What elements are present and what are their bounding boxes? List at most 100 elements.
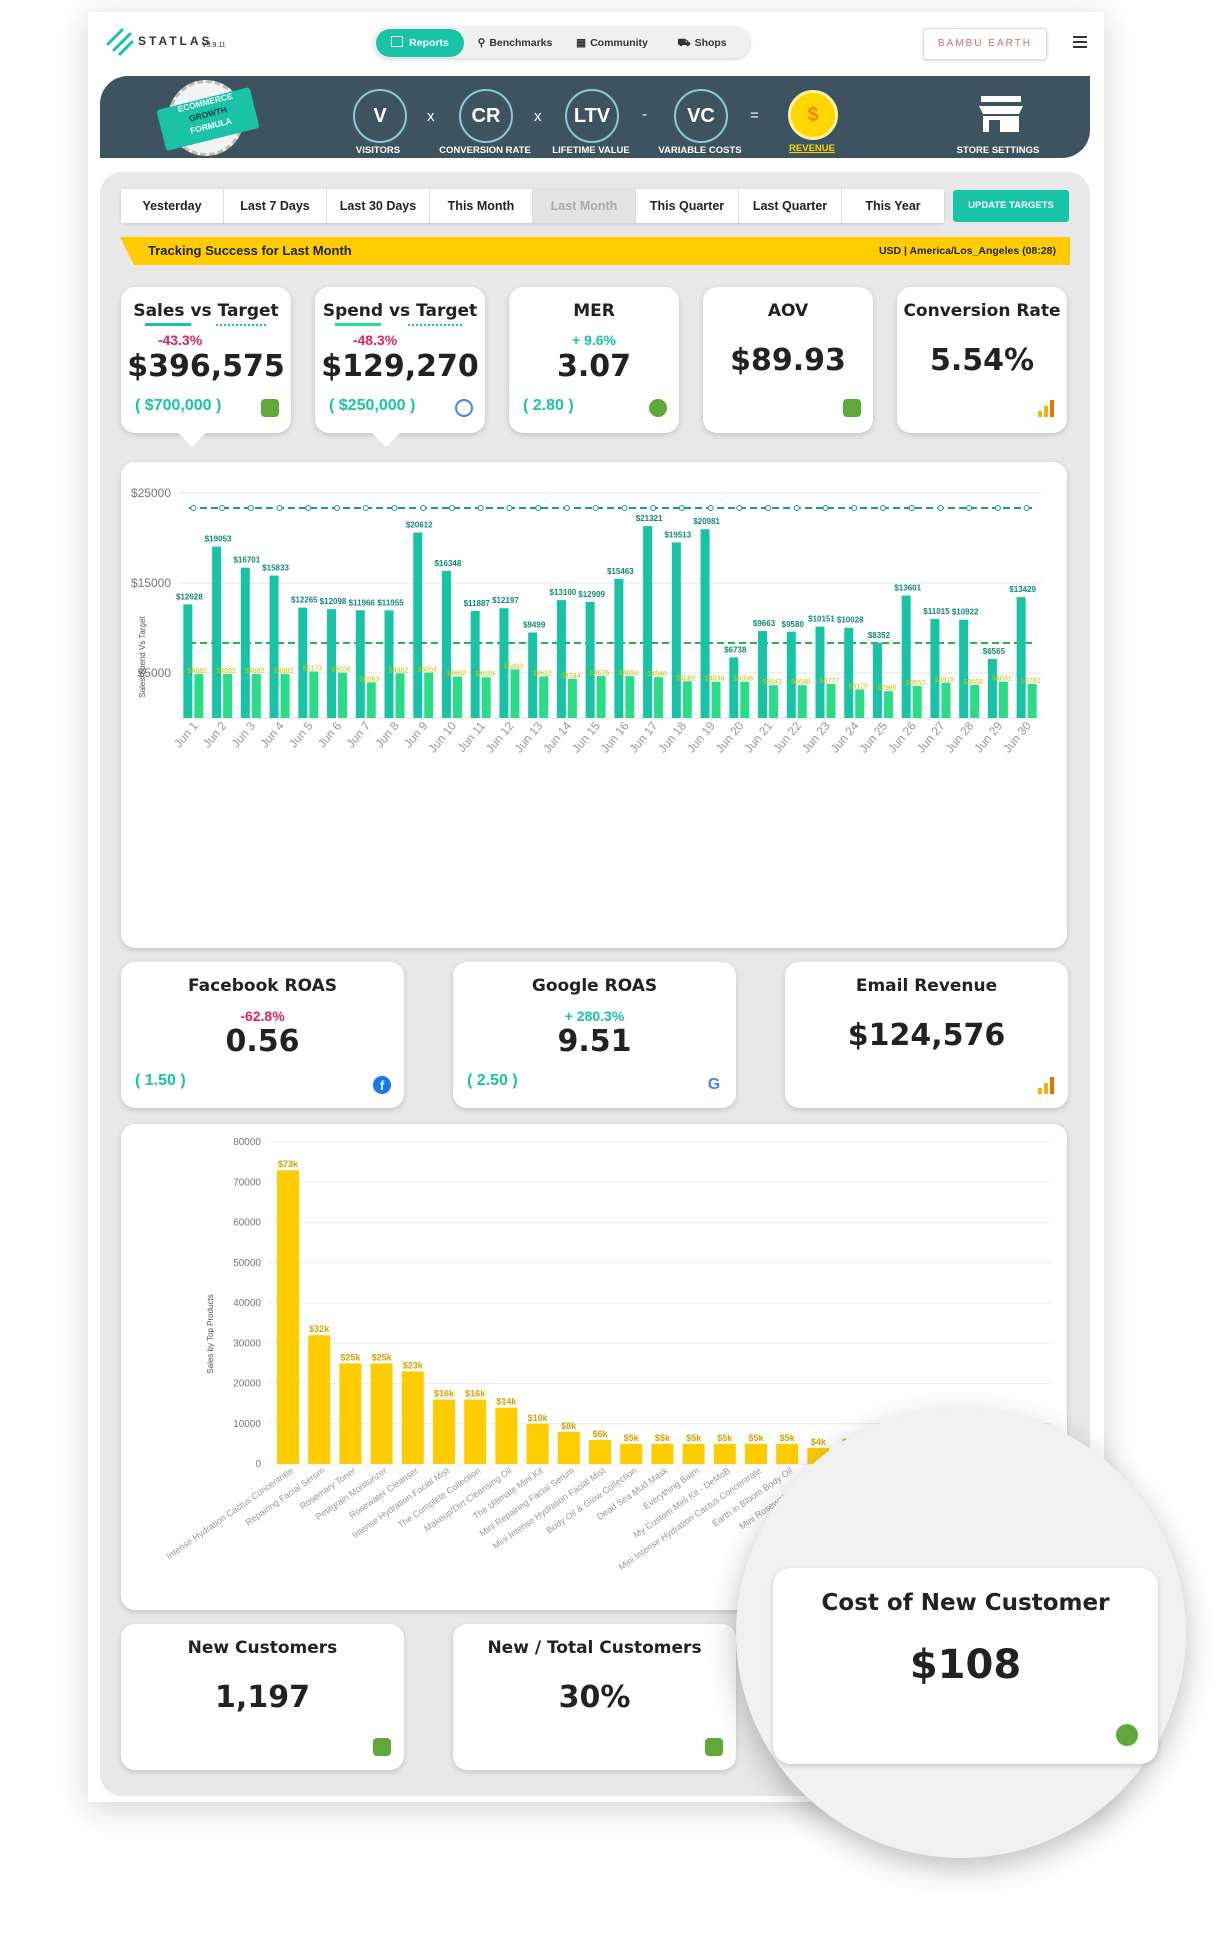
sales-target-point: [592, 505, 599, 512]
kpi-value: $124,576: [847, 1018, 1006, 1053]
spend-bar: [596, 675, 606, 718]
tab-shops[interactable]: ⛟ Shops: [677, 37, 727, 49]
kpi-card-google-roas[interactable]: Google ROAS + 280.3% 9.51 ( 2.50 ) G: [453, 962, 736, 1108]
revenue-coin-icon[interactable]: $: [788, 90, 838, 140]
kpi-change: -48.3%: [352, 332, 398, 348]
spend-bar: [998, 681, 1008, 718]
kpi-card-spend-vs-target[interactable]: Spend vs Target -48.3% $129,270 ( $250,0…: [315, 287, 485, 433]
sales-target-point: [879, 505, 886, 512]
x-tick-label: Jun 16: [598, 719, 632, 756]
conversion-rate-circle[interactable]: CR: [459, 89, 513, 143]
tab-this-year[interactable]: This Year: [842, 189, 944, 223]
tab-last-30-days[interactable]: Last 30 Days: [327, 189, 430, 223]
sales-bar: [413, 532, 423, 718]
spend-bar: [567, 678, 577, 718]
tab-reports[interactable]: Reports: [376, 29, 464, 57]
kpi-value: 9.51: [557, 1024, 632, 1059]
kpi-card-facebook-roas[interactable]: Facebook ROAS -62.8% 0.56 ( 1.50 ) f: [121, 962, 404, 1108]
visitors-circle[interactable]: V: [353, 89, 407, 143]
kpi-target: ( 1.50 ): [135, 1072, 186, 1089]
sales-data-label: $12197: [492, 596, 519, 605]
tab-community[interactable]: ▦ Community: [576, 37, 648, 49]
kpi-value: 30%: [558, 1680, 631, 1715]
update-targets-button[interactable]: UPDATE TARGETS: [953, 190, 1069, 222]
minus-operator: -: [642, 106, 647, 123]
x-tick-label: Jun 27: [914, 719, 948, 756]
kpi-card-new-customers[interactable]: New Customers 1,197: [121, 1624, 404, 1770]
store-selector[interactable]: BAMBU EARTH: [923, 28, 1047, 60]
product-bar: [526, 1423, 549, 1464]
kpi-title: Sales vs Target: [133, 301, 279, 321]
spend-bar: [1027, 683, 1037, 718]
x-tick-label: Jun 2: [200, 719, 230, 751]
sales-bar: [844, 627, 854, 718]
x-tick-label: Jun 7: [343, 719, 373, 751]
tab-this-quarter[interactable]: This Quarter: [636, 189, 739, 223]
kpi-card-cost-of-new-customer[interactable]: Cost of New Customer $108: [773, 1568, 1158, 1764]
sales-target-point: [994, 505, 1001, 512]
y-tick-label: 30000: [233, 1338, 261, 1349]
hamburger-menu-icon[interactable]: [1073, 36, 1087, 48]
multiply-operator: x: [427, 108, 435, 125]
spend-data-label: $4622: [532, 670, 552, 677]
sales-bar: [240, 567, 250, 718]
sales-data-label: $12265: [291, 596, 318, 605]
sales-bar: [700, 529, 710, 718]
x-tick-label: Jun 3: [229, 719, 259, 751]
tracking-text: Tracking Success for Last Month: [148, 243, 352, 258]
product-data-label: $16k: [465, 1389, 486, 1399]
product-bar: [277, 1170, 299, 1464]
lifetime-value-circle[interactable]: LTV: [565, 89, 619, 143]
tab-yesterday[interactable]: Yesterday: [121, 189, 224, 223]
tab-last-month[interactable]: Last Month: [533, 189, 636, 223]
sales-data-label: $16701: [233, 556, 260, 565]
kpi-value: $129,270: [321, 349, 479, 384]
kpi-card-mer[interactable]: MER + 9.6% 3.07 ( 2.80 ): [509, 287, 679, 433]
kpi-card-email-revenue[interactable]: Email Revenue $124,576: [785, 962, 1068, 1108]
kpi-card-aov[interactable]: AOV $89.93: [703, 287, 873, 433]
sales-target-point: [448, 505, 455, 512]
sales-target-point: [736, 505, 743, 512]
card-pointer: [178, 433, 206, 447]
statlas-logo-icon: [106, 28, 134, 56]
store-settings-label[interactable]: STORE SETTINGS: [956, 145, 1040, 156]
sales-bar: [355, 610, 365, 718]
spend-bar: [223, 674, 233, 718]
product-data-label: $23k: [403, 1360, 424, 1370]
revenue-label: REVENUE: [789, 143, 835, 154]
sales-data-label: $12628: [176, 592, 203, 601]
kpi-card-new-total-customers[interactable]: New / Total Customers 30%: [453, 1624, 736, 1770]
spend-data-label: $2986: [877, 685, 897, 692]
analytics-icon: [1037, 1076, 1055, 1094]
kpi-card-conversion-rate[interactable]: Conversion Rate 5.54%: [897, 287, 1067, 433]
product-bar: [713, 1443, 736, 1464]
product-data-label: $14k: [496, 1397, 517, 1407]
sales-bar: [556, 600, 566, 718]
kpi-title: Google ROAS: [531, 976, 658, 996]
sales-data-label: $6565: [983, 647, 1006, 656]
logo[interactable]: STATLAS V3.9.11: [104, 24, 234, 58]
x-tick-label: Jun 28: [943, 719, 977, 756]
kpi-card-sales-vs-target[interactable]: Sales vs Target -43.3% $396,575 ( $700,0…: [121, 287, 291, 433]
y-tick-label: 60000: [233, 1218, 261, 1229]
facebook-icon: f: [373, 1076, 391, 1094]
sales-target-point: [420, 505, 427, 512]
tab-this-month[interactable]: This Month: [430, 189, 533, 223]
spend-data-label: $4038: [734, 676, 754, 683]
tab-last-quarter[interactable]: Last Quarter: [739, 189, 842, 223]
kpi-value: $396,575: [127, 349, 285, 384]
tab-benchmarks[interactable]: ⚲ Benchmarks: [477, 37, 553, 49]
equals-operator: =: [750, 107, 759, 124]
sales-bar: [212, 546, 222, 718]
analytics-icon: [1037, 399, 1055, 417]
spend-data-label: $4529: [475, 671, 495, 678]
sales-target-point: [678, 505, 685, 512]
tab-last-7-days[interactable]: Last 7 Days: [224, 189, 327, 223]
shopify-icon: [373, 1738, 391, 1756]
product-bar: [401, 1371, 424, 1464]
sales-data-label: $20612: [406, 520, 433, 529]
store-icon[interactable]: [978, 94, 1024, 134]
spend-data-label: $4676: [590, 670, 610, 677]
variable-costs-circle[interactable]: VC: [674, 89, 728, 143]
